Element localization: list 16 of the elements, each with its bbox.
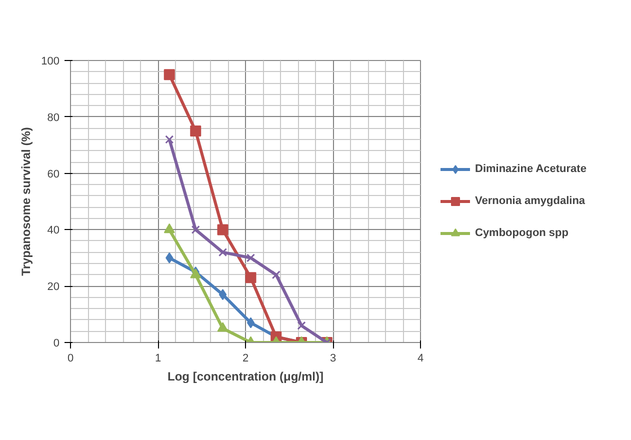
y-axis-title: Trypanosome survival (%) — [19, 127, 34, 276]
y-tick-label: 80 — [47, 112, 60, 124]
x-axis-title: Log [concentration (μg/ml)] — [168, 370, 324, 384]
legend-label: Vernonia amygdalina — [475, 195, 586, 207]
y-tick-label: 40 — [47, 224, 60, 237]
y-tick-label: 100 — [41, 56, 60, 68]
y-tick-label: 0 — [53, 338, 60, 350]
x-tick-label: 1 — [154, 352, 162, 364]
x-tick-label: 3 — [330, 352, 336, 364]
legend-label: Diminazine Aceturate — [475, 163, 586, 175]
legend-label: Cymbopogon spp — [475, 227, 568, 239]
y-tick-label: 20 — [47, 281, 60, 294]
y-tick-label: 60 — [47, 168, 60, 180]
x-tick-label: 2 — [242, 352, 249, 364]
x-tick-label: 4 — [417, 352, 424, 364]
x-tick-label: 0 — [67, 352, 74, 364]
